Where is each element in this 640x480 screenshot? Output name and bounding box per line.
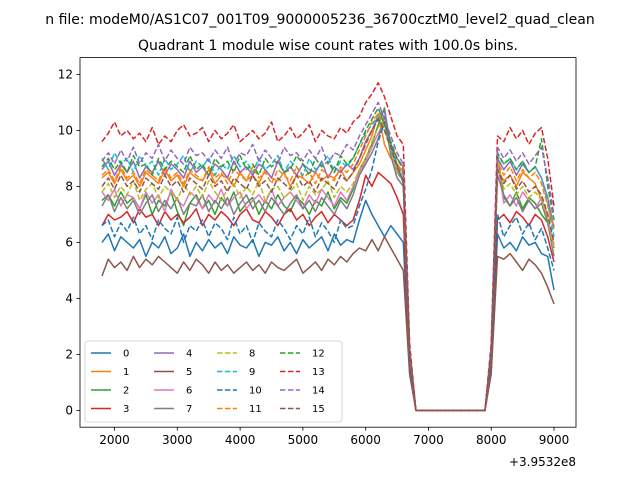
x-tick-label: 4000 [225,433,256,447]
series-line-12 [101,107,555,412]
chart-title: Quadrant 1 module wise count rates with … [138,38,518,54]
series-line-14 [101,101,555,412]
legend-label-14: 14 [312,386,325,397]
legend-label-3: 3 [123,404,129,415]
legend-label-9: 9 [249,367,255,378]
legend-label-6: 6 [186,386,192,397]
y-tick-label: 10 [58,124,73,138]
axis-ticks: 2000 3000 4000 5000 6000 7000 8000 900002468101… [58,68,570,448]
legend-label-11: 11 [249,404,262,415]
y-tick-label: 6 [65,236,73,250]
y-tick-label: 8 [65,180,73,194]
x-tick-label: 3000 [162,433,193,447]
y-tick-label: 0 [65,404,73,418]
legend-label-5: 5 [186,367,192,378]
x-tick-label: 7000 [413,433,444,447]
x-tick-label: 6000 [350,433,381,447]
x-offset-label: +3.9532e8 [509,455,576,469]
series-line-15 [101,118,555,412]
legend-label-10: 10 [249,386,262,397]
legend-label-4: 4 [186,349,192,360]
legend-box [84,340,343,423]
x-tick-label: 8000 [476,433,507,447]
y-tick-label: 2 [65,348,73,362]
legend-label-0: 0 [123,349,129,360]
legend-label-8: 8 [249,349,255,360]
x-tick-label: 9000 [539,433,570,447]
legend-label-13: 13 [312,367,325,378]
y-tick-label: 4 [65,292,73,306]
series-layer [101,82,555,412]
legend-label-15: 15 [312,404,325,415]
legend-label-12: 12 [312,349,325,360]
legend-label-2: 2 [123,386,129,397]
figure-suptitle: n file: modeM0/AS1C07_001T09_9000005236_… [45,12,594,28]
x-tick-label: 5000 [288,433,319,447]
legend-label-1: 1 [123,367,129,378]
plot-frame [79,57,577,428]
legend-label-7: 7 [186,404,192,415]
x-tick-label: 2000 [99,433,130,447]
series-line-8 [101,118,555,412]
y-tick-label: 12 [58,68,73,82]
series-line-13 [101,82,555,412]
